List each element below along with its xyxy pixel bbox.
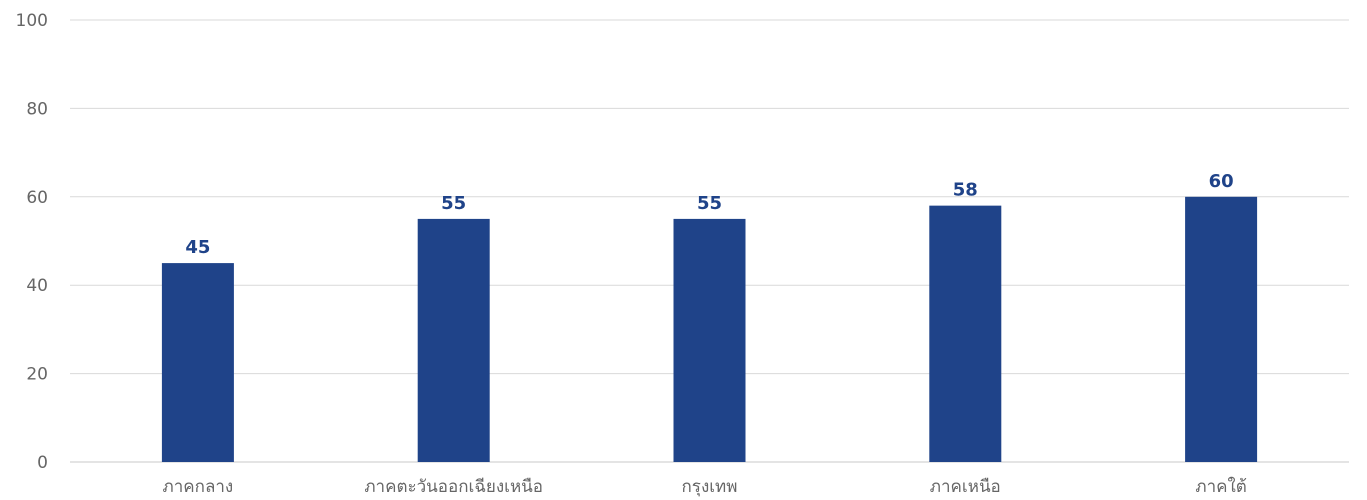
data-label: 60 bbox=[1209, 171, 1234, 192]
y-tick-label: 100 bbox=[16, 11, 48, 31]
bar bbox=[1185, 196, 1258, 463]
data-label: 55 bbox=[441, 193, 466, 214]
x-axis-ticks: ภาคกลาง ภาคตะวันออกเฉียงเหนือ กรุงเทพ ภาคเห… bbox=[163, 476, 1247, 497]
data-label: 55 bbox=[697, 193, 722, 214]
y-tick-label: 40 bbox=[26, 276, 48, 296]
y-axis-ticks: 0 20 40 60 80 100 bbox=[16, 11, 48, 473]
data-labels: 45 55 55 58 60 bbox=[185, 171, 1233, 258]
bar bbox=[673, 218, 746, 462]
y-tick-label: 0 bbox=[37, 453, 48, 473]
bar bbox=[417, 218, 490, 462]
x-tick-label: ภาคใต้ bbox=[1195, 476, 1246, 497]
data-label: 58 bbox=[953, 180, 978, 201]
y-tick-label: 60 bbox=[26, 188, 48, 208]
y-tick-label: 80 bbox=[26, 99, 48, 119]
bar bbox=[161, 263, 234, 462]
x-tick-label: กรุงเทพ bbox=[682, 477, 738, 497]
y-tick-label: 20 bbox=[26, 365, 48, 385]
data-label: 45 bbox=[185, 237, 210, 258]
bar bbox=[929, 205, 1002, 462]
bars bbox=[161, 196, 1258, 463]
x-tick-label: ภาคกลาง bbox=[163, 477, 234, 497]
x-tick-label: ภาคเหนือ bbox=[930, 477, 1001, 497]
x-tick-label: ภาคตะวันออกเฉียงเหนือ bbox=[364, 477, 543, 497]
